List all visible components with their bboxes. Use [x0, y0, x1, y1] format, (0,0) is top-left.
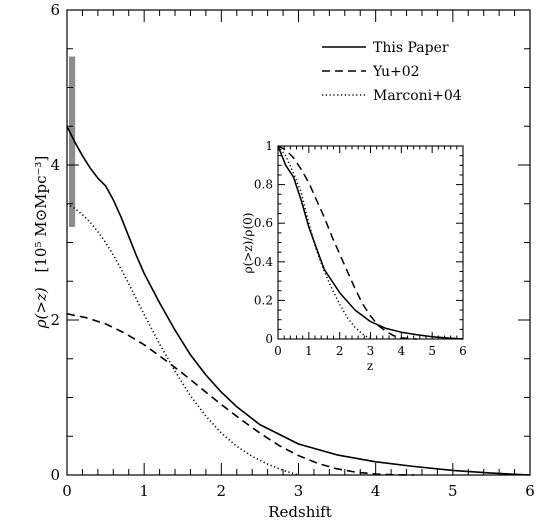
- series-solid: [66, 125, 531, 476]
- series-dotted: [66, 203, 299, 476]
- x-tick-label: 1: [139, 482, 149, 500]
- x-axis-title: Redshift: [268, 503, 332, 521]
- y-tick-label: 4: [50, 156, 60, 174]
- inset-axes: [277, 145, 464, 340]
- legend: This Paper Yu+02 Marconi+04: [322, 40, 462, 104]
- inset-x-tick-label: 2: [336, 344, 344, 358]
- main-series-lines: [66, 125, 531, 476]
- inset-y-tick-label: 0.4: [254, 255, 273, 269]
- inset-series-dashed: [277, 145, 417, 340]
- y-tick-label: 2: [50, 311, 60, 329]
- y-tick-label: 6: [50, 1, 60, 19]
- inset-y-tick-label: 0.8: [254, 178, 273, 192]
- legend-label: This Paper: [373, 40, 449, 56]
- inset-x-tick-label: 3: [367, 344, 375, 358]
- shaded-band: [69, 56, 76, 227]
- inset-x-tick-label: 0: [274, 344, 282, 358]
- inset-series-dotted: [277, 145, 371, 340]
- inset-series-lines: [277, 145, 464, 340]
- y-tick-label: 0: [50, 466, 60, 484]
- inset-y-tick-label: 0: [265, 332, 273, 346]
- inset-x-tick-label: 5: [428, 344, 436, 358]
- inset-series-solid: [277, 145, 464, 340]
- mass-density-band: [69, 56, 76, 227]
- inset-x-axis-title: z: [367, 359, 373, 373]
- x-tick-label: 3: [294, 482, 304, 500]
- inset-tick-labels: 0 1 2 3 4 5 6 0 0.2 0.4 0.6 0.8 1: [254, 139, 467, 358]
- x-tick-label: 2: [217, 482, 227, 500]
- y-axis-unit: [10⁵ M⊙Mpc⁻³]: [32, 156, 50, 273]
- legend-label: Marconi+04: [373, 88, 462, 104]
- main-tick-labels: 0 1 2 3 4 5 6 0 2 4 6: [50, 1, 534, 500]
- x-tick-label: 0: [62, 482, 72, 500]
- inset-x-tick-label: 6: [459, 344, 467, 358]
- inset-x-tick-label: 1: [305, 344, 313, 358]
- x-tick-label: 4: [371, 482, 381, 500]
- inset-y-axis-title: ρ(>z)/ρ(0): [241, 213, 255, 274]
- y-axis-title: ρ(>z): [32, 287, 50, 329]
- inset-x-tick-label: 4: [398, 344, 406, 358]
- inset-background: [278, 146, 463, 339]
- x-tick-label: 6: [525, 482, 535, 500]
- inset-y-tick-label: 0.6: [254, 216, 273, 230]
- inset-y-tick-label: 0.2: [254, 293, 273, 307]
- inset-y-tick-label: 1: [265, 139, 273, 153]
- svg-text:ρ(>z) [10⁵ M⊙Mpc⁻³]: ρ(>z) [10⁵ M⊙Mpc⁻³]: [32, 156, 50, 330]
- y-axis-title-group: ρ(>z) [10⁵ M⊙Mpc⁻³]: [32, 156, 50, 330]
- x-tick-label: 5: [448, 482, 458, 500]
- legend-label: Yu+02: [372, 64, 420, 80]
- main-axes: [66, 9, 531, 476]
